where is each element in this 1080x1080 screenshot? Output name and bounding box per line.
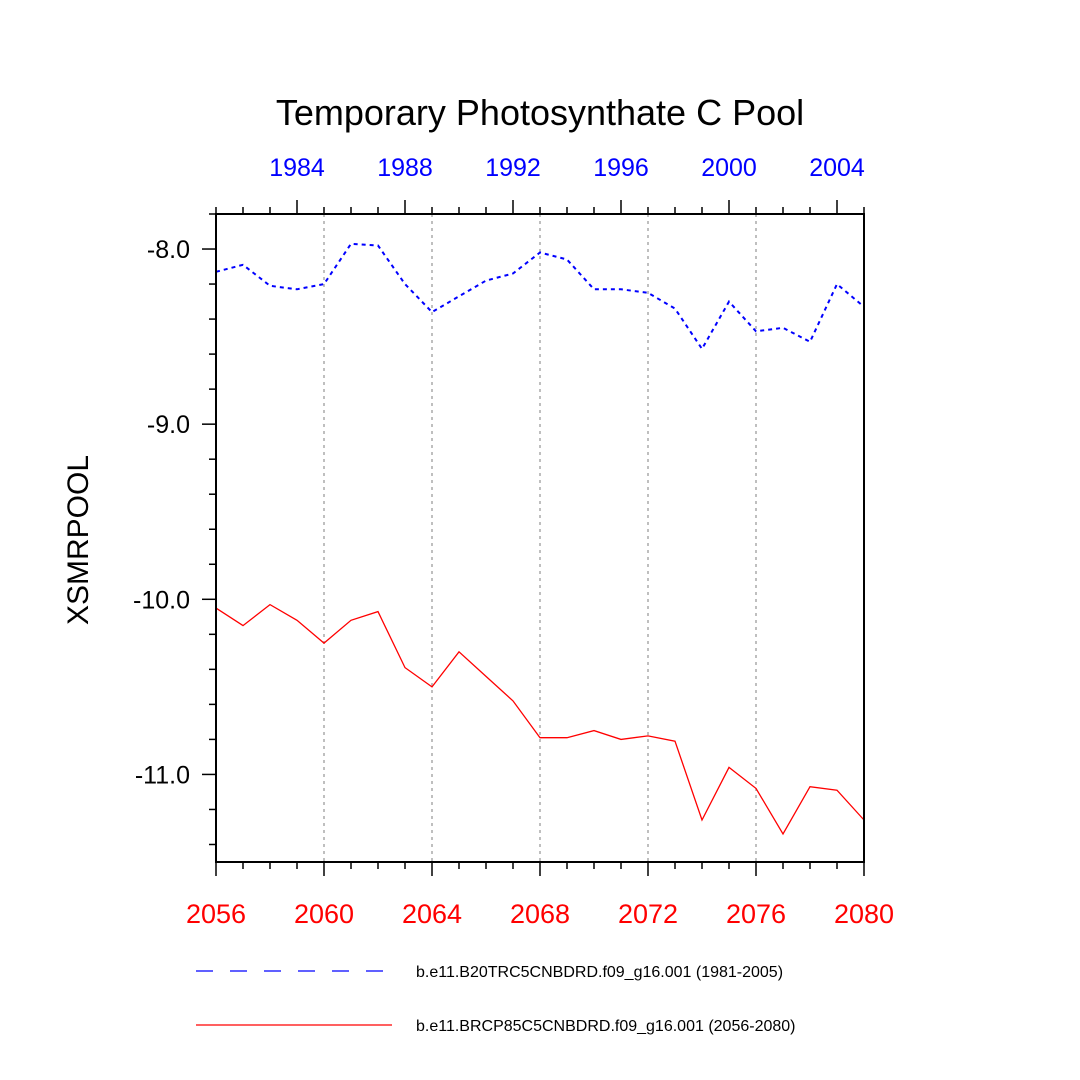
y-tick-label-1: -9.0	[147, 411, 190, 439]
series-lines	[215, 242, 865, 836]
series-line-future	[215, 603, 865, 836]
x-top-label-1992: 1992	[485, 154, 541, 182]
x-bottom-label-2064: 2064	[402, 899, 462, 929]
x-bottom-label-2080: 2080	[834, 899, 894, 929]
legend-label-historical: b.e11.B20TRC5CNBDRD.f09_g16.001 (1981-20…	[416, 964, 783, 981]
legend: b.e11.B20TRC5CNBDRD.f09_g16.001 (1981-20…	[196, 964, 795, 1035]
x-top-label-2000: 2000	[701, 154, 757, 182]
tick-labels: -8.0 -9.0 -10.0 -11.0 2056 2060 2064 2068 2072 20…	[133, 154, 894, 929]
y-tick-label-3: -11.0	[135, 761, 190, 789]
legend-label-future: b.e11.BRCP85C5CNBDRD.f09_g16.001 (2056-2…	[416, 1018, 795, 1035]
x-bottom-label-2076: 2076	[726, 899, 786, 929]
x-top-label-1984: 1984	[269, 154, 325, 182]
axis-ticks	[202, 200, 865, 876]
x-bottom-label-2068: 2068	[510, 899, 570, 929]
x-bottom-label-2072: 2072	[618, 899, 678, 929]
x-top-label-2004: 2004	[809, 154, 865, 182]
x-bottom-label-2060: 2060	[294, 899, 354, 929]
y-tick-label-0: -8.0	[147, 236, 190, 264]
x-top-label-1996: 1996	[593, 154, 649, 182]
chart-title: Temporary Photosynthate C Pool	[276, 92, 804, 133]
x-top-label-1988: 1988	[377, 154, 433, 182]
y-axis-label: XSMRPOOL	[62, 455, 95, 625]
grid-lines	[323, 214, 757, 862]
y-tick-label-2: -10.0	[133, 586, 190, 614]
series-line-historical	[215, 242, 865, 351]
x-bottom-label-2056: 2056	[186, 899, 246, 929]
